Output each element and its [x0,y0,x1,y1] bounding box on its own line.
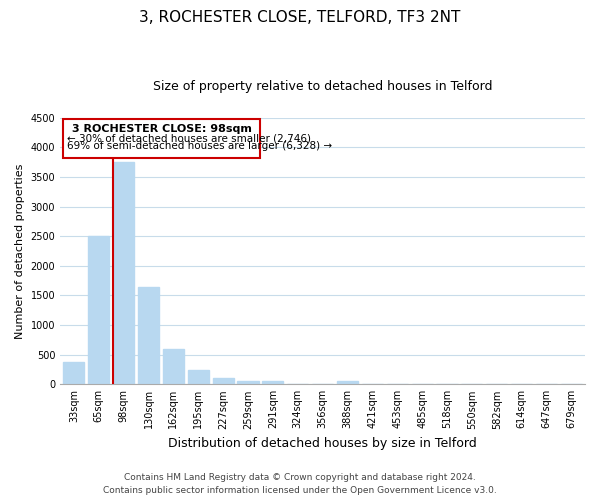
Bar [212,378,233,384]
Bar [138,287,159,384]
Bar [262,382,283,384]
Text: 3, ROCHESTER CLOSE, TELFORD, TF3 2NT: 3, ROCHESTER CLOSE, TELFORD, TF3 2NT [139,10,461,25]
Bar [63,362,85,384]
Text: ← 30% of detached houses are smaller (2,746): ← 30% of detached houses are smaller (2,… [67,133,311,143]
Text: Contains HM Land Registry data © Crown copyright and database right 2024.: Contains HM Land Registry data © Crown c… [124,474,476,482]
Bar [337,381,358,384]
Bar [113,162,134,384]
Bar [163,349,184,384]
Bar [64,119,260,158]
Bar [88,236,109,384]
Text: 69% of semi-detached houses are larger (6,328) →: 69% of semi-detached houses are larger (… [67,142,332,152]
Text: Contains public sector information licensed under the Open Government Licence v3: Contains public sector information licen… [103,486,497,495]
Bar [188,370,209,384]
Y-axis label: Number of detached properties: Number of detached properties [15,164,25,338]
X-axis label: Distribution of detached houses by size in Telford: Distribution of detached houses by size … [168,437,477,450]
Title: Size of property relative to detached houses in Telford: Size of property relative to detached ho… [153,80,493,93]
Text: 3 ROCHESTER CLOSE: 98sqm: 3 ROCHESTER CLOSE: 98sqm [72,124,252,134]
Bar [238,381,259,384]
